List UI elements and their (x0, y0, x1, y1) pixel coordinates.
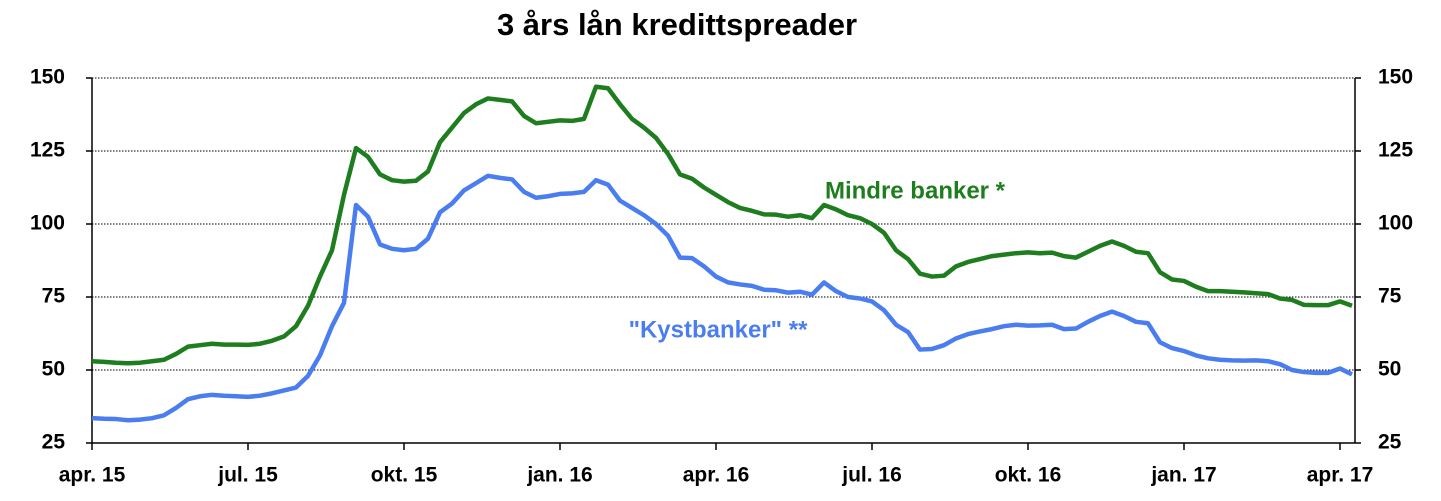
x-tick-label: okt. 15 (371, 464, 438, 487)
y-tick-label: 75 (42, 285, 66, 308)
series-line (91, 173, 1353, 423)
y2-tick-label: 25 (1378, 431, 1402, 454)
y2-tick-label: 125 (1378, 139, 1413, 162)
y-tick-label: 125 (30, 139, 65, 162)
x-tick-label: okt. 16 (995, 464, 1062, 487)
y-tick-label: 50 (42, 358, 65, 381)
y-tick-label: 150 (30, 66, 65, 89)
y-tick-label: 100 (30, 212, 65, 235)
y2-tick-label: 150 (1378, 66, 1413, 89)
x-tick-label: apr. 17 (1307, 464, 1374, 487)
y2-tick-label: 75 (1378, 285, 1402, 308)
y2-tick-label: 50 (1378, 358, 1401, 381)
y-tick-label: 25 (42, 431, 66, 454)
series-label: "Kystbanker" ** (629, 316, 808, 343)
x-tick-label: jul. 16 (841, 464, 902, 487)
x-tick-label: jan. 16 (526, 464, 592, 487)
series-label: Mindre banker * (825, 177, 1006, 204)
y2-tick-label: 100 (1378, 212, 1413, 235)
x-tick-label: apr. 16 (683, 464, 750, 487)
series-line (91, 84, 1353, 366)
x-tick-label: apr. 15 (59, 464, 126, 487)
chart-title: 3 års lån kredittspreader (497, 7, 857, 42)
x-tick-label: jan. 17 (1150, 464, 1216, 487)
x-tick-label: jul. 15 (217, 464, 278, 487)
